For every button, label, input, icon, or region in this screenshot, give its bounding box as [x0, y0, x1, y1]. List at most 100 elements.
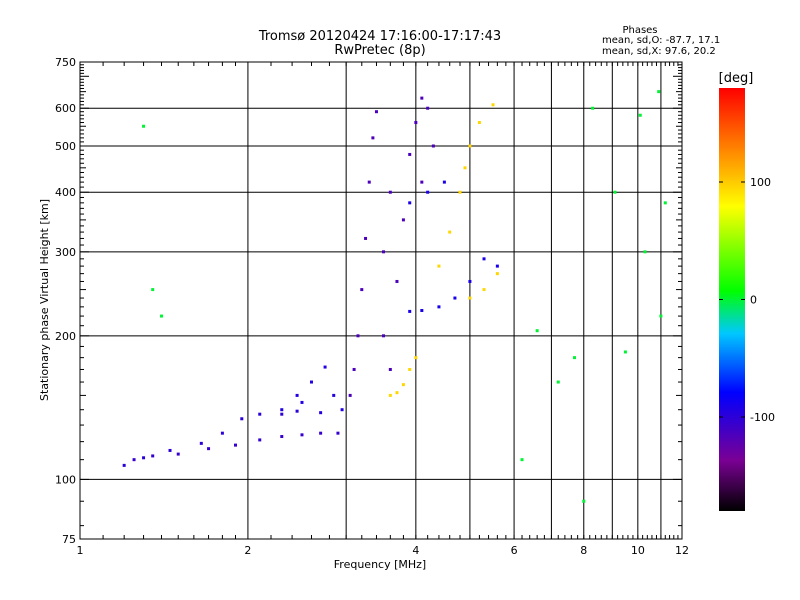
data-point	[395, 279, 399, 283]
data-point	[388, 393, 392, 397]
data-point	[280, 408, 284, 412]
x-axis-label: Frequency [MHz]	[334, 558, 426, 571]
data-point	[420, 180, 424, 184]
data-point	[374, 110, 378, 114]
data-point	[360, 288, 364, 292]
y-tick-label: 100	[55, 473, 76, 486]
data-point	[336, 431, 340, 435]
chart-subtitle: RwPretec (8p)	[334, 43, 425, 58]
data-point	[468, 279, 472, 283]
x-tick-label: 8	[580, 544, 587, 557]
data-point	[638, 113, 642, 117]
data-point	[448, 230, 452, 234]
data-point	[495, 264, 499, 268]
y-axis-label: Stationary phase Virtual Height [km]	[38, 199, 51, 401]
data-point	[348, 393, 352, 397]
data-point	[388, 367, 392, 371]
data-points	[122, 90, 667, 503]
y-tick-label: 200	[55, 330, 76, 343]
y-tick-label: 300	[55, 246, 76, 259]
data-point	[453, 296, 457, 300]
data-point	[442, 180, 446, 184]
data-point	[300, 433, 304, 437]
chart-title: Tromsø 20120424 17:16:00-17:17:43	[258, 29, 501, 44]
data-point	[160, 314, 164, 318]
data-point	[220, 431, 224, 435]
data-point	[491, 103, 495, 107]
data-point	[408, 309, 412, 313]
data-point	[482, 288, 486, 292]
data-point	[295, 409, 299, 413]
y-tick-label: 400	[55, 186, 76, 199]
data-point	[332, 393, 336, 397]
data-point	[142, 124, 146, 128]
data-point	[367, 180, 371, 184]
colorbar-label: [deg]	[719, 71, 754, 86]
data-point	[319, 431, 323, 435]
data-point	[657, 90, 661, 94]
colorbar	[719, 88, 745, 511]
data-point	[122, 463, 126, 467]
data-point	[309, 380, 313, 384]
y-tick-label: 600	[55, 102, 76, 115]
data-point	[431, 144, 435, 148]
data-point	[468, 144, 472, 148]
grid-lines	[79, 62, 683, 539]
data-point	[258, 412, 262, 416]
data-point	[401, 383, 405, 387]
y-tick-label: 75	[62, 533, 76, 546]
colorbar-tick-label: 100	[750, 176, 771, 189]
x-tick-label: 12	[675, 544, 689, 557]
data-point	[582, 499, 586, 503]
x-tick-label: 1	[77, 544, 84, 557]
data-point	[659, 314, 663, 318]
data-point	[426, 106, 430, 110]
data-point	[240, 417, 244, 421]
data-point	[420, 96, 424, 100]
data-point	[381, 334, 385, 338]
data-point	[142, 456, 146, 460]
data-point	[468, 296, 472, 300]
data-point	[176, 452, 180, 456]
data-point	[295, 393, 299, 397]
data-point	[280, 435, 284, 439]
stats-x-mode: mean, sd,X: 97.6, 20.2	[602, 46, 716, 57]
colorbar-tick-label: -100	[750, 411, 775, 424]
data-point	[168, 448, 172, 452]
data-point	[371, 136, 375, 140]
data-point	[477, 121, 481, 125]
plot-frame	[79, 61, 683, 540]
data-point	[414, 121, 418, 125]
colorbar-tick-label: 0	[750, 294, 757, 307]
data-point	[663, 201, 667, 205]
stats-heading: Phases	[622, 25, 657, 36]
data-point	[426, 190, 430, 194]
data-point	[132, 458, 136, 462]
data-point	[408, 367, 412, 371]
data-point	[323, 365, 327, 369]
data-point	[437, 264, 441, 268]
data-point	[623, 350, 627, 354]
data-point	[591, 106, 595, 110]
y-tick-label: 750	[55, 56, 76, 69]
data-point	[437, 305, 441, 309]
data-point	[408, 152, 412, 156]
data-point	[340, 408, 344, 412]
data-point	[388, 190, 392, 194]
data-point	[495, 272, 499, 276]
data-point	[613, 190, 617, 194]
data-point	[520, 458, 524, 462]
x-tick-label: 4	[412, 544, 419, 557]
data-point	[258, 438, 262, 442]
data-point	[151, 288, 155, 292]
data-point	[300, 400, 304, 404]
data-point	[356, 334, 360, 338]
data-point	[207, 447, 211, 451]
data-point	[420, 308, 424, 312]
data-point	[458, 190, 462, 194]
data-point	[151, 454, 155, 458]
x-tick-label: 10	[631, 544, 645, 557]
data-point	[233, 443, 237, 447]
data-point	[395, 391, 399, 395]
data-point	[199, 441, 203, 445]
